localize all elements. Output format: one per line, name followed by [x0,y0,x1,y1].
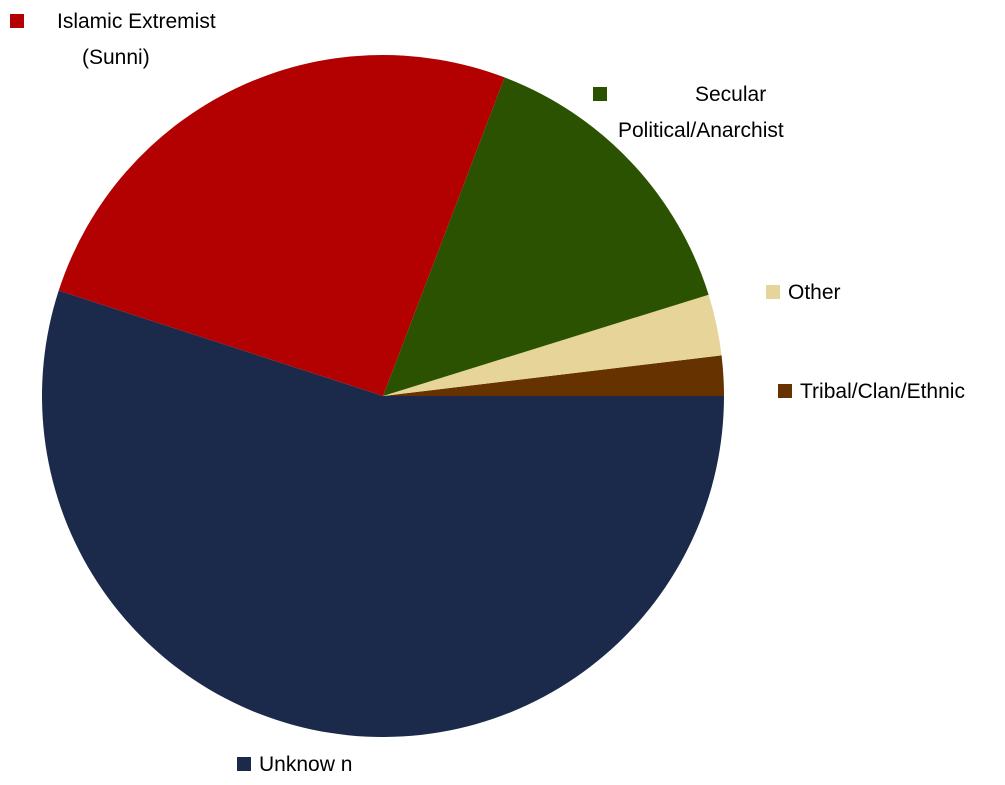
slices-layer [41,54,724,738]
pie-slice-islamic-extremist-sunni [58,54,505,396]
slice-label-text: Islamic Extremist [57,10,216,33]
legend-swatch-other [766,285,780,299]
pie-slice-secular-political-anarchist [383,77,709,396]
slice-label-islamic-extremist-sunni: Islamic Extremist (Sunni) [10,10,216,69]
slice-label-secular-political-anarchist: Secular Political/Anarchist [593,83,784,142]
pie-slice-unknow-n [41,290,724,738]
slice-label-other: Other [766,281,841,304]
legend-swatch-unknow-n [237,757,251,771]
slice-label-text: Tribal/Clan/Ethnic [800,380,965,403]
slice-label-text: Political/Anarchist [618,119,784,142]
slice-label-text: Other [788,281,841,304]
legend-swatch-islamic-extremist-sunni [10,14,24,28]
slice-label-text: Secular [695,83,766,106]
legend-swatch-secular-political-anarchist [593,87,607,101]
slice-label-text: (Sunni) [82,46,150,69]
labels-layer: Tribal/Clan/Ethnic Other Secular Political/… [10,10,965,776]
legend-swatch-tribal-clan-ethnic [778,384,792,398]
slice-label-tribal-clan-ethnic: Tribal/Clan/Ethnic [778,380,965,403]
slice-label-text: Unknow n [259,753,352,776]
pie-slice-tribal-clan-ethnic [383,355,724,396]
pie-slice-other [383,294,722,396]
slice-label-unknow-n: Unknow n [237,753,352,776]
